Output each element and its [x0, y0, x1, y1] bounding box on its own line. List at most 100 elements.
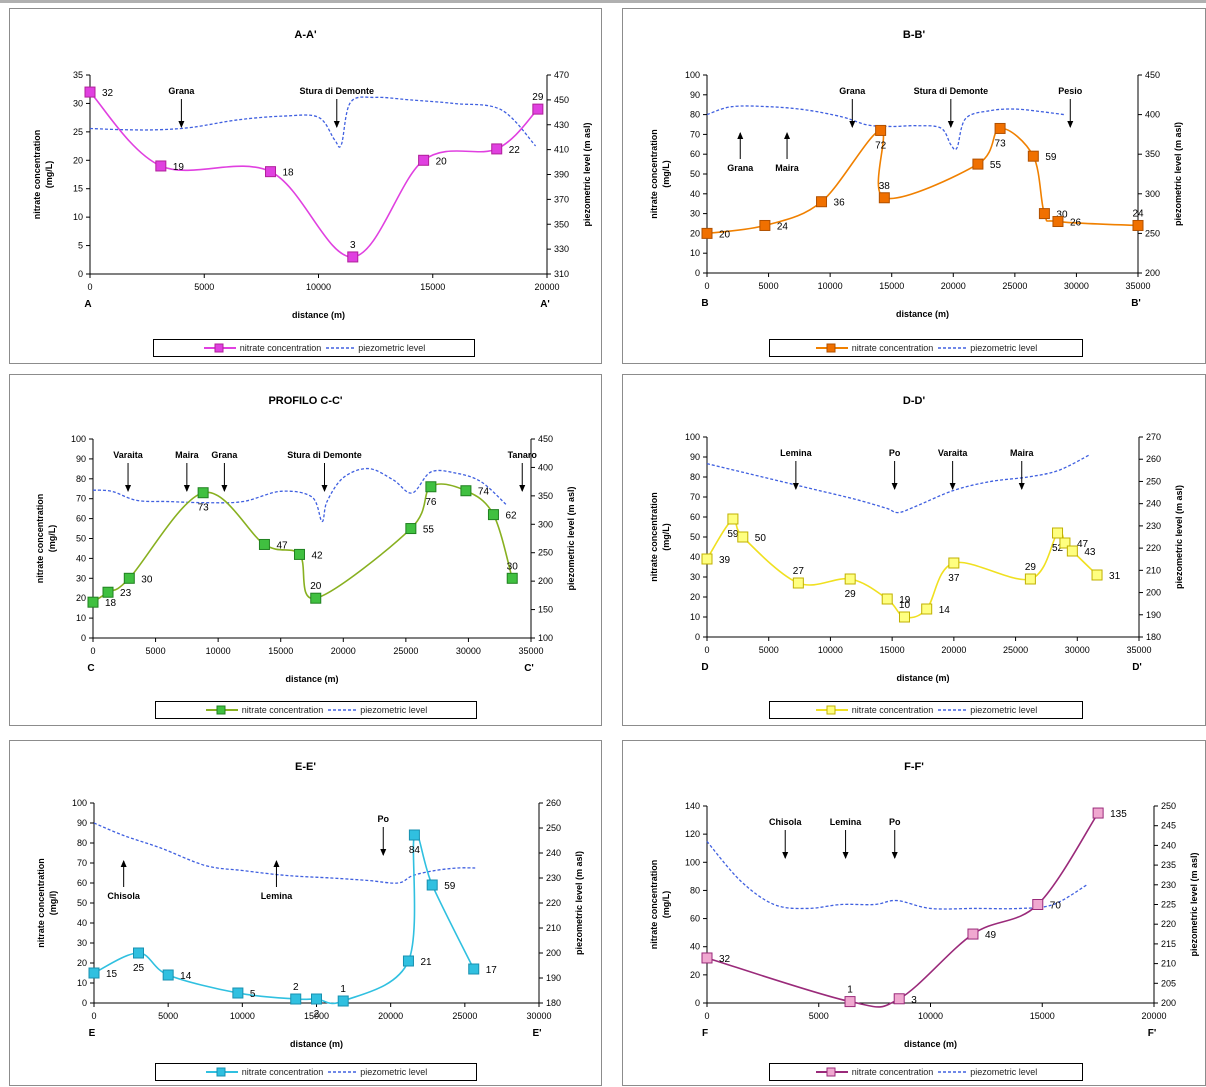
data-label: 39	[719, 555, 731, 566]
nitrate-point	[102, 586, 114, 598]
nitrate-point	[293, 548, 305, 560]
legend-nitrate-label: nitrate concentration	[851, 705, 934, 715]
nitrate-point	[425, 481, 437, 493]
y-tick-label: 0	[78, 269, 83, 279]
x-tick-label: 15000	[304, 1011, 329, 1021]
y-tick-label: 70	[690, 129, 700, 139]
x-tick-label: 10000	[918, 1011, 943, 1021]
nitrate-point	[921, 603, 933, 615]
legend-piezometric-swatch	[328, 1071, 357, 1073]
nitrate-point	[232, 987, 244, 999]
y-tick-label: 40	[77, 918, 87, 928]
chart-plot: 0 20 40 60 80 100 120 140 200 205 210 215 220 225 230 2…	[649, 801, 1199, 1049]
y-tick-label: 100	[685, 432, 700, 442]
x-tick-label: 10000	[306, 282, 331, 292]
river-annotation: Maira	[1010, 448, 1034, 490]
legend-item-nitrate: nitrate concentration	[205, 705, 323, 715]
river-annotation: Po	[889, 817, 901, 859]
data-label: 76	[425, 497, 437, 508]
data-label: 43	[1084, 547, 1096, 558]
nitrate-point	[1066, 545, 1078, 557]
x-tick-label: 15000	[268, 646, 293, 656]
y2-tick-label: 410	[554, 145, 569, 155]
y2-tick-label: 250	[1146, 476, 1161, 486]
y2-tick-label: 225	[1161, 900, 1176, 910]
y-tick-label: 60	[77, 878, 87, 888]
nitrate-point	[532, 103, 544, 115]
data-label: 36	[834, 198, 846, 209]
nitrate-point	[1027, 150, 1039, 162]
piezometric-level-line	[706, 841, 1088, 910]
y-tick-label: 40	[690, 189, 700, 199]
y2-axis-label: piezometric level (m asl)	[1174, 485, 1184, 589]
legend-nitrate-swatch	[205, 1067, 238, 1077]
section-start-label: A	[84, 299, 91, 310]
y2-tick-label: 180	[546, 998, 561, 1008]
data-label: 25	[133, 963, 145, 974]
data-label: 21	[420, 957, 432, 968]
nitrate-point	[123, 572, 135, 584]
svg-text:Grana: Grana	[211, 450, 238, 460]
nitrate-point	[893, 993, 905, 1005]
y-axis-label: nitrate concentration	[36, 858, 46, 948]
y-axis-label: nitrate concentration	[35, 494, 45, 584]
y2-tick-label: 390	[554, 170, 569, 180]
chart-panel: A-A' 0 5 10 15 20 25 30 35 310 330 350 370 390 410 430 4…	[9, 8, 602, 364]
legend-item-nitrate: nitrate concentration	[815, 705, 934, 715]
nitrate-point	[162, 969, 174, 981]
y2-tick-label: 220	[1146, 543, 1161, 553]
y2-tick-label: 330	[554, 244, 569, 254]
legend-piezometric-swatch	[938, 347, 967, 349]
svg-text:Maira: Maira	[175, 450, 200, 460]
x-tick-label: 15000	[420, 282, 445, 292]
y-tick-label: 70	[76, 494, 86, 504]
data-label: 59	[727, 529, 739, 540]
data-label: 38	[879, 181, 891, 192]
y-tick-label: 0	[81, 633, 86, 643]
legend-nitrate-swatch	[815, 705, 848, 715]
svg-text:Varaita: Varaita	[938, 448, 969, 458]
x-tick-label: 5000	[759, 645, 779, 655]
x-tick-label: 10000	[818, 645, 843, 655]
legend-item-nitrate: nitrate concentration	[815, 1067, 933, 1077]
y2-tick-label: 230	[1161, 880, 1176, 890]
nitrate-point	[701, 952, 713, 964]
nitrate-point	[701, 553, 713, 565]
y2-tick-label: 400	[538, 462, 553, 472]
y-tick-label: 50	[77, 898, 87, 908]
river-annotation: Po	[889, 448, 901, 490]
nitrate-point	[844, 573, 856, 585]
nitrate-point	[759, 219, 771, 231]
y2-tick-label: 230	[1146, 521, 1161, 531]
nitrate-point	[1024, 573, 1036, 585]
data-label: 24	[1132, 208, 1144, 219]
nitrate-point	[898, 611, 910, 623]
y-tick-label: 20	[76, 593, 86, 603]
nitrate-point	[881, 593, 893, 605]
y-tick-label: 40	[76, 553, 86, 563]
y-axis-label: nitrate concentration	[32, 130, 42, 220]
y2-tick-label: 230	[546, 873, 561, 883]
y2-tick-label: 310	[554, 269, 569, 279]
y2-tick-label: 210	[1146, 565, 1161, 575]
chart-plot: 0102030405060708090100180190200210220230…	[36, 798, 584, 1049]
y2-tick-label: 300	[1145, 189, 1160, 199]
y-axis-unit: (mg/L)	[661, 523, 671, 551]
x-tick-label: 0	[704, 1011, 709, 1021]
section-start-label: C	[87, 663, 94, 674]
section-start-label: E	[89, 1028, 96, 1039]
y-tick-label: 120	[685, 829, 700, 839]
y2-tick-label: 220	[546, 898, 561, 908]
x-axis-label: distance (m)	[290, 1039, 343, 1049]
y2-tick-label: 450	[1145, 70, 1160, 80]
svg-text:Tanaro: Tanaro	[508, 450, 538, 460]
river-annotation: Stura di Demonte	[287, 450, 362, 492]
nitrate-concentration-line	[92, 483, 513, 603]
nitrate-point	[258, 538, 270, 550]
nitrate-point	[87, 596, 99, 608]
chart-plot: 0102030405060708090100200250300350400450…	[649, 70, 1183, 319]
svg-text:Varaita: Varaita	[113, 450, 144, 460]
data-label: 30	[1056, 210, 1068, 221]
svg-text:Stura di Demonte: Stura di Demonte	[287, 450, 362, 460]
svg-text:Lemina: Lemina	[780, 448, 813, 458]
